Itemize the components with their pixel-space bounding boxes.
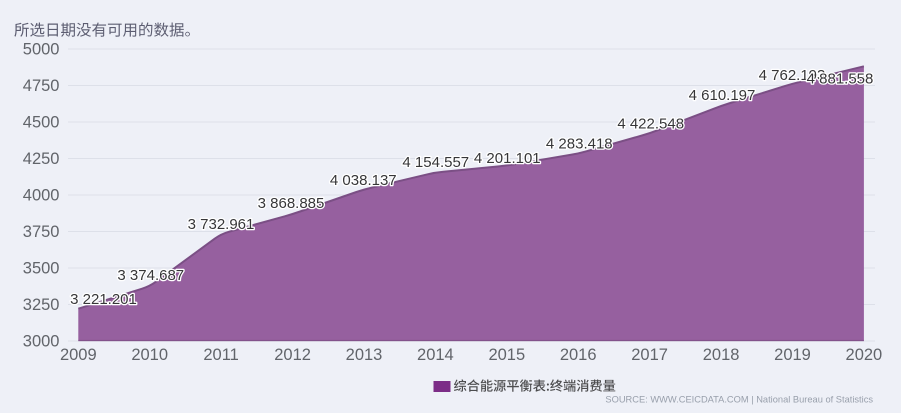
svg-text:4 422.548: 4 422.548 (617, 116, 684, 133)
svg-text:2011: 2011 (203, 346, 238, 364)
svg-text:3 221.201: 3 221.201 (70, 291, 137, 308)
svg-text:2020: 2020 (846, 346, 883, 364)
svg-text:2010: 2010 (131, 346, 168, 364)
svg-text:3250: 3250 (23, 296, 60, 314)
svg-text:4 038.137: 4 038.137 (330, 172, 397, 189)
svg-text:3 732.961: 3 732.961 (188, 216, 255, 233)
svg-text:2012: 2012 (274, 346, 311, 364)
svg-text:4750: 4750 (23, 77, 60, 95)
svg-text:4 283.418: 4 283.418 (546, 136, 613, 153)
svg-text:2009: 2009 (60, 346, 97, 364)
svg-text:2018: 2018 (703, 346, 740, 364)
svg-text:3750: 3750 (23, 223, 60, 241)
svg-text:SOURCE: WWW.CEICDATA.COM | Nat: SOURCE: WWW.CEICDATA.COM | National Bure… (605, 394, 873, 404)
svg-text:4000: 4000 (23, 186, 60, 204)
svg-text:4 762.193: 4 762.193 (759, 67, 826, 84)
svg-text:5000: 5000 (23, 40, 60, 58)
svg-text:2016: 2016 (560, 346, 597, 364)
svg-text:4250: 4250 (23, 150, 60, 168)
svg-text:4 154.557: 4 154.557 (402, 154, 469, 171)
svg-text:4 881.558: 4 881.558 (807, 70, 874, 87)
svg-text:2015: 2015 (488, 346, 525, 364)
svg-text:2017: 2017 (631, 346, 668, 364)
svg-text:4 201.101: 4 201.101 (474, 150, 541, 167)
svg-text:3500: 3500 (23, 259, 60, 277)
svg-text:2014: 2014 (417, 346, 454, 364)
svg-text:3 868.885: 3 868.885 (258, 195, 325, 212)
svg-text:4500: 4500 (23, 113, 60, 131)
svg-text:3000: 3000 (23, 332, 60, 350)
svg-text:3 374.687: 3 374.687 (117, 267, 184, 284)
svg-text:2019: 2019 (774, 346, 811, 364)
svg-text:4 610.197: 4 610.197 (689, 87, 756, 104)
svg-text:2013: 2013 (346, 346, 383, 364)
